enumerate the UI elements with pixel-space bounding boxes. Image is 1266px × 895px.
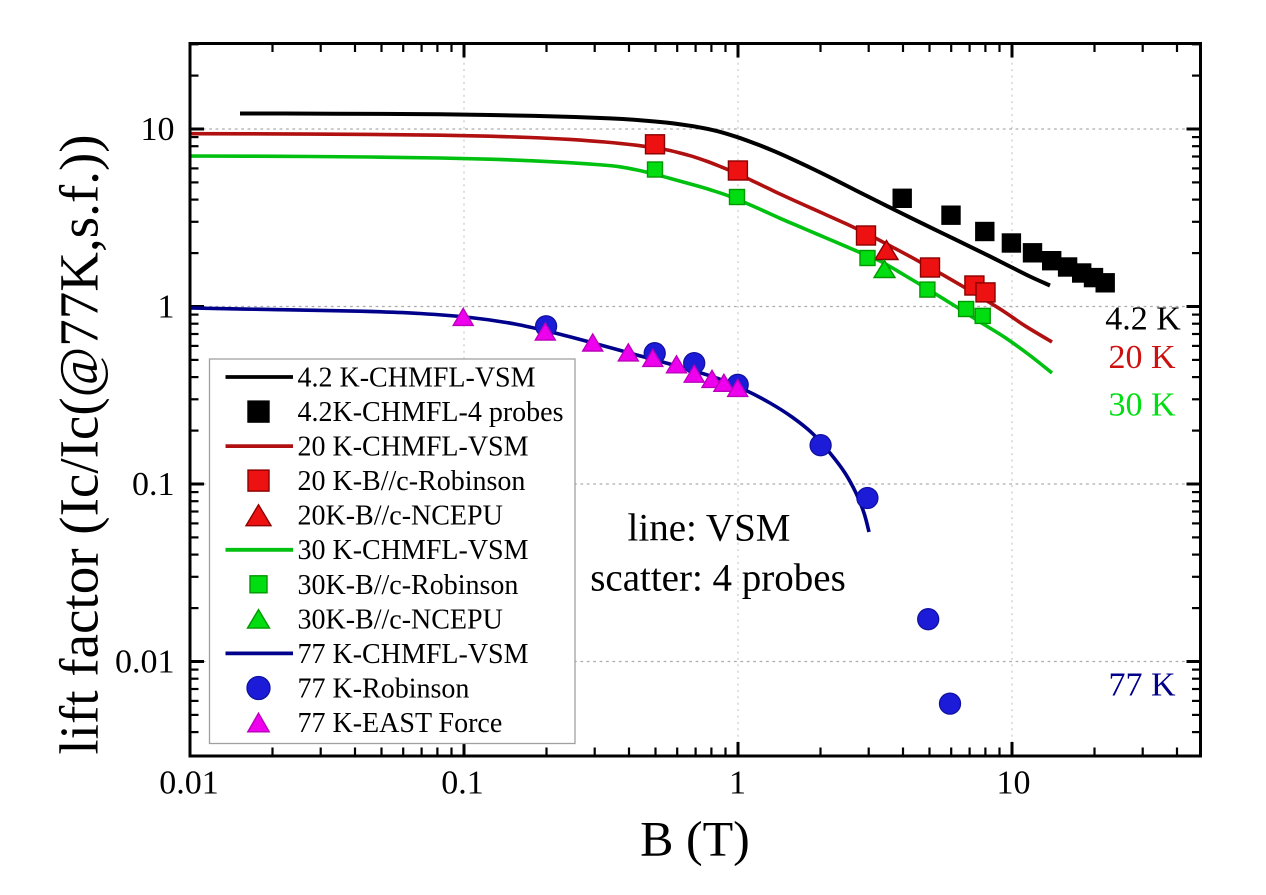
svg-text:0.01: 0.01 [115, 644, 175, 681]
svg-text:lift factor (Ic/Ic(@77K,s.f.)): lift factor (Ic/Ic(@77K,s.f.)) [49, 134, 110, 754]
svg-text:4.2 K-CHMFL-VSM: 4.2 K-CHMFL-VSM [298, 363, 536, 394]
svg-text:0.1: 0.1 [441, 765, 484, 802]
svg-text:20 K-B//c-Robinson: 20 K-B//c-Robinson [298, 466, 526, 497]
svg-text:0.1: 0.1 [132, 466, 175, 503]
svg-text:30 K: 30 K [1108, 387, 1176, 424]
svg-text:20K-B//c-NCEPU: 20K-B//c-NCEPU [298, 501, 503, 532]
svg-text:77 K-EAST Force: 77 K-EAST Force [298, 708, 503, 739]
svg-text:1: 1 [158, 289, 175, 326]
svg-text:10: 10 [141, 111, 175, 148]
svg-text:4.2K-CHMFL-4 probes: 4.2K-CHMFL-4 probes [298, 397, 564, 428]
svg-text:10: 10 [997, 765, 1031, 802]
svg-text:77 K-CHMFL-VSM: 77 K-CHMFL-VSM [298, 639, 529, 670]
svg-text:30 K-CHMFL-VSM: 30 K-CHMFL-VSM [298, 535, 529, 566]
svg-text:1: 1 [729, 765, 746, 802]
svg-text:B (T): B (T) [640, 811, 750, 867]
svg-text:30K-B//c-Robinson: 30K-B//c-Robinson [298, 570, 519, 601]
svg-text:20 K-CHMFL-VSM: 20 K-CHMFL-VSM [298, 432, 529, 463]
svg-text:30K-B//c-NCEPU: 30K-B//c-NCEPU [298, 604, 503, 635]
svg-text:scatter: 4 probes: scatter: 4 probes [590, 557, 846, 600]
svg-text:77 K-Robinson: 77 K-Robinson [298, 674, 470, 705]
svg-text:77 K: 77 K [1108, 667, 1176, 704]
svg-text:0.01: 0.01 [159, 765, 219, 802]
svg-text:4.2 K: 4.2 K [1105, 301, 1181, 338]
svg-text:line: VSM: line: VSM [628, 507, 791, 550]
svg-text:20 K: 20 K [1108, 339, 1176, 376]
